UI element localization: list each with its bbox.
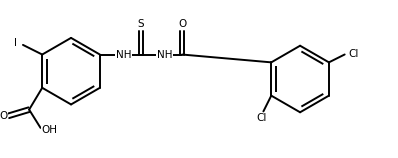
Text: O: O — [178, 19, 186, 29]
Text: NH: NH — [115, 49, 131, 60]
Text: OH: OH — [41, 125, 57, 135]
Text: O: O — [0, 111, 8, 121]
Text: NH: NH — [157, 49, 172, 60]
Text: Cl: Cl — [348, 49, 359, 59]
Text: I: I — [14, 38, 18, 48]
Text: Cl: Cl — [256, 113, 267, 123]
Text: S: S — [138, 19, 144, 29]
